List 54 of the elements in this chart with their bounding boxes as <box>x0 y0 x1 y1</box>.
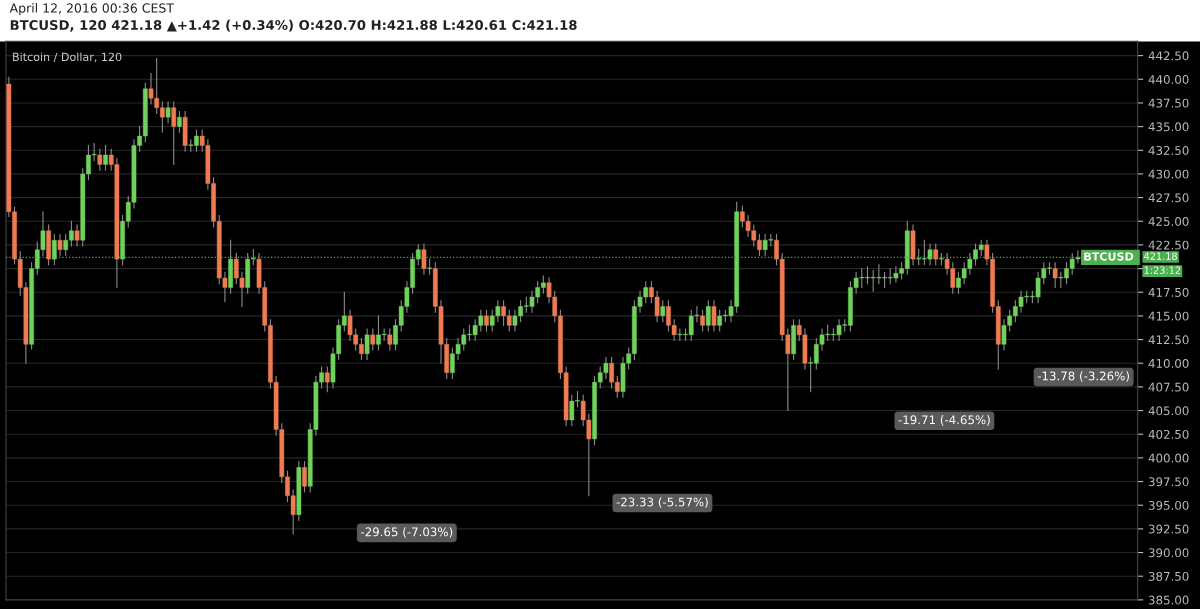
y-tick-label: 410.00 <box>1148 358 1189 368</box>
candlestick <box>103 144 108 171</box>
y-tick-label: 430.00 <box>1148 169 1189 179</box>
chart-title: BTCUSD, 120 421.18 ▲+1.42 (+0.34%) O:420.70 H:421.88 L:420.61 C:421.18 <box>10 19 577 32</box>
y-tick-label: 422.50 <box>1148 240 1189 250</box>
annotation: -13.78 (-3.26%) <box>1037 371 1129 382</box>
candlestick <box>74 224 80 247</box>
candlestick <box>421 243 427 275</box>
candlestick <box>933 243 939 266</box>
y-tick-label: 442.50 <box>1148 51 1189 61</box>
text: April 12, 2016 00:36 CEST <box>9 3 175 16</box>
y-tick-label: 437.50 <box>1148 98 1189 108</box>
candlestick <box>711 300 717 332</box>
y-tick-label: 387.50 <box>1148 571 1189 581</box>
candlestick <box>171 101 177 166</box>
candlestick <box>324 366 330 393</box>
y-tick-label: 385.00 <box>1148 595 1189 605</box>
ref-line-label: BTCUSD <box>1084 252 1134 261</box>
candlestick <box>387 328 393 351</box>
annotation: -23.33 (-5.57%) <box>616 497 708 508</box>
y-tick-label: 440.00 <box>1148 75 1189 84</box>
candlestick <box>1052 262 1058 289</box>
annotation: Bitcoin / Dollar, 120 <box>13 52 122 63</box>
y-tick-label: 390.00 <box>1148 548 1189 558</box>
y-tick-label: 427.50 <box>1148 193 1189 203</box>
y-tick-label: 407.50 <box>1148 382 1189 392</box>
y-tick-label: 412.50 <box>1148 335 1189 345</box>
candlestick <box>484 309 489 332</box>
candlestick <box>51 233 57 266</box>
text: 421.18 <box>1144 252 1177 260</box>
annotation: -29.65 (-7.03%) <box>360 527 453 538</box>
y-tick-label: 435.00 <box>1148 122 1189 132</box>
candlestick <box>705 300 711 332</box>
candlestick <box>177 110 182 133</box>
text: 1:23:12 <box>1144 266 1181 274</box>
candlestick <box>364 328 370 361</box>
y-tick-label: 395.00 <box>1148 500 1189 510</box>
y-tick-label: 402.50 <box>1148 429 1189 439</box>
candlestick <box>370 328 376 351</box>
candlestick <box>700 309 705 332</box>
annotation: -19.71 (-4.65%) <box>898 415 990 426</box>
y-tick-label: 400.00 <box>1148 453 1189 463</box>
candlestick <box>97 148 103 171</box>
candlestick <box>302 461 307 493</box>
y-tick-label: 415.00 <box>1148 311 1189 321</box>
y-tick-label: 425.00 <box>1148 216 1189 226</box>
y-tick-label: 432.50 <box>1148 145 1189 155</box>
y-tick-label: 397.50 <box>1148 477 1189 487</box>
y-tick-label: 417.50 <box>1148 287 1189 297</box>
y-tick-label: 392.50 <box>1148 524 1189 534</box>
candlestick <box>660 300 666 323</box>
candlestick <box>57 233 63 256</box>
y-tick-label: 405.00 <box>1148 406 1189 416</box>
candlestick <box>165 101 171 124</box>
